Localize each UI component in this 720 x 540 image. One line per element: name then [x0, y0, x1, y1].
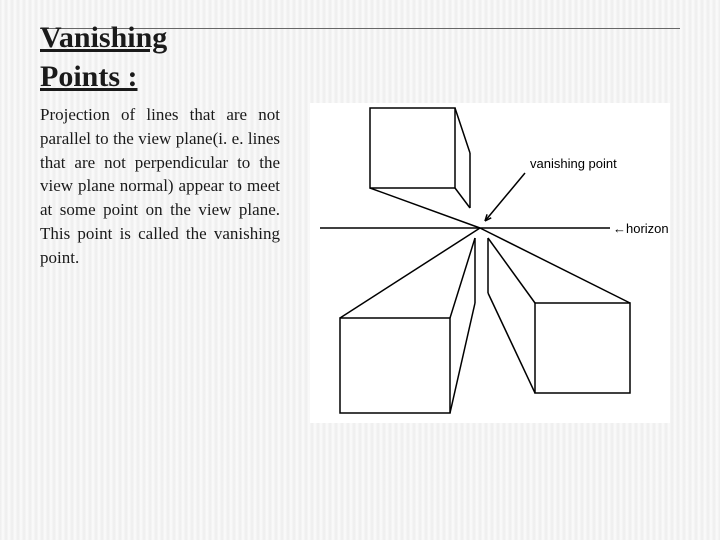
slide-content: Vanishing Points : Projection of lines t… — [0, 0, 720, 540]
two-column-layout: Projection of lines that are not paralle… — [40, 103, 680, 423]
slide-title: Vanishing Points : — [40, 20, 680, 103]
title-line-2: Points : — [40, 59, 680, 95]
body-text: Projection of lines that are not paralle… — [40, 103, 280, 423]
diagram-svg: vanishing point ←horizon — [310, 103, 670, 423]
vanishing-point-diagram: vanishing point ←horizon — [310, 103, 670, 423]
title-line-1: Vanishing — [40, 20, 680, 56]
svg-text:←horizon: ←horizon — [613, 221, 669, 236]
diagram-column: vanishing point ←horizon — [300, 103, 680, 423]
svg-text:vanishing point: vanishing point — [530, 156, 617, 171]
